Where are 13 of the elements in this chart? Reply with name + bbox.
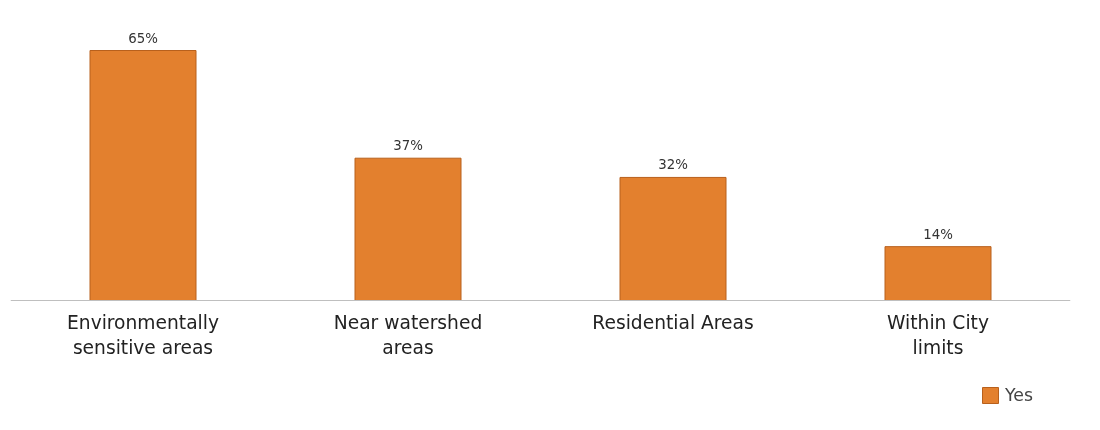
x-tick-label: Residential Areas [592,311,754,333]
bar [619,176,727,301]
data-label: 14% [923,226,953,242]
data-label: 37% [393,138,423,154]
legend-label: Yes [1005,385,1033,405]
data-label: 65% [128,30,158,46]
x-tick-label: Near watershed areas [333,311,483,358]
x-tick-label: Environmentally sensitive areas [67,311,219,358]
bar [884,246,992,301]
data-label: 32% [658,157,688,173]
bar [89,50,197,301]
x-tick-label: Within City limits [887,311,989,358]
bar [354,157,462,301]
